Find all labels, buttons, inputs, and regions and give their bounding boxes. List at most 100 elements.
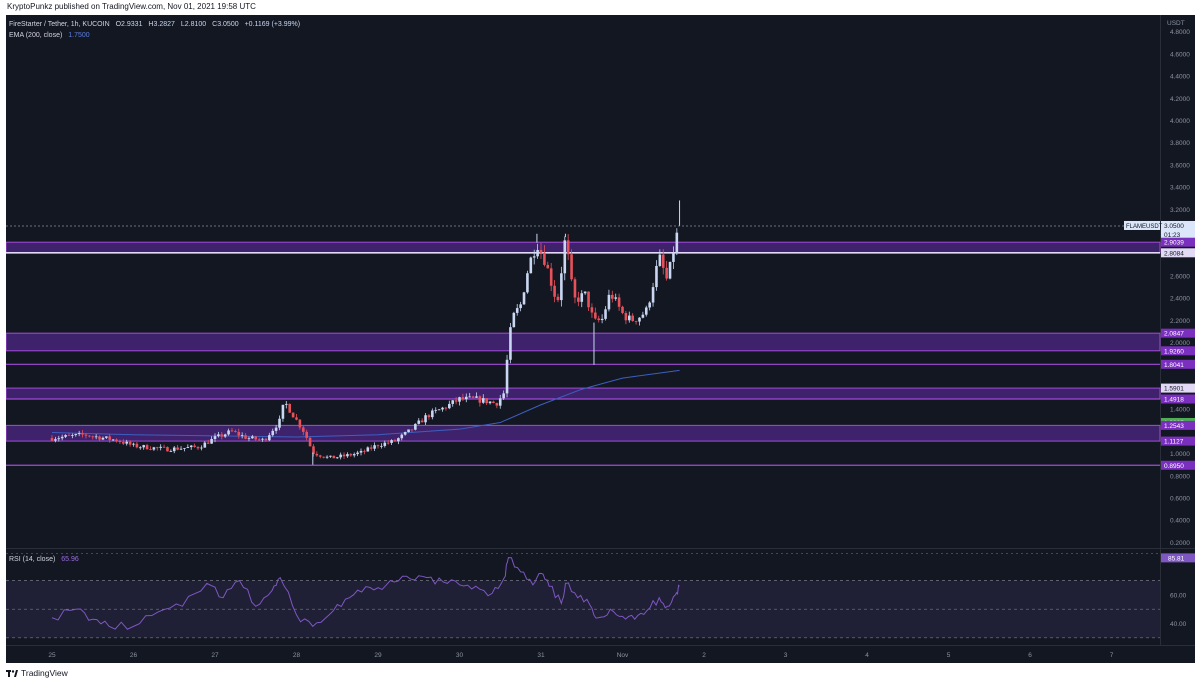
candle-body — [478, 396, 482, 403]
candle-body — [536, 249, 539, 257]
candle-body — [488, 401, 492, 404]
time-tick-label: 30 — [456, 652, 464, 659]
candle-body — [475, 396, 478, 398]
svg-text:1.1127: 1.1127 — [1164, 439, 1184, 446]
candle-body — [281, 404, 285, 419]
candle-body — [549, 268, 553, 286]
levels-layer — [6, 252, 1160, 466]
candle-body — [376, 445, 380, 447]
candle-body — [88, 435, 91, 437]
candle-body — [301, 427, 305, 432]
price-axis[interactable]: 4.8000 4.6000 4.4000 4.2000 4.0000 3.8000 3.60… — [1170, 29, 1190, 547]
candle-body — [492, 401, 495, 404]
rsi-tick-label: 60.00 — [1170, 592, 1187, 599]
svg-text:1.4918: 1.4918 — [1164, 397, 1184, 404]
candle-body — [495, 403, 499, 406]
chart-area[interactable]: 4.8000 4.6000 4.4000 4.2000 4.0000 3.8000 3.60… — [5, 15, 1195, 663]
publish-text: KryptoPunkz published on TradingView.com… — [7, 2, 256, 11]
candle-body — [159, 446, 162, 448]
svg-text:1.5901: 1.5901 — [1164, 386, 1184, 393]
time-tick-label: 29 — [374, 652, 382, 659]
symbol-tag-label: FLAMEUSDT — [1126, 224, 1163, 230]
candle-body — [424, 415, 427, 423]
price-tick-label: 2.6000 — [1170, 273, 1190, 280]
price-tick-label: 0.4000 — [1170, 518, 1190, 525]
candle-body — [98, 436, 101, 440]
zone-2[interactable] — [5, 387, 1161, 400]
candle-body — [451, 400, 455, 404]
time-axis[interactable]: 25 26 27 28 29 30 31 Nov 2 3 4 5 6 7 — [48, 652, 1113, 659]
symbol-tag-bg — [1124, 220, 1160, 230]
candle-body — [318, 455, 322, 457]
candle-body — [563, 240, 567, 274]
legend-l-label: L — [181, 21, 185, 28]
time-tick-label: 25 — [48, 652, 56, 659]
legend-c-label: C — [212, 21, 217, 28]
price-tick-label: 1.0000 — [1170, 451, 1190, 458]
candle-body — [539, 249, 543, 253]
candle-body — [312, 446, 315, 454]
candle-body — [366, 447, 370, 452]
price-tag-2: 2.8084 — [1161, 248, 1195, 258]
zone-1[interactable] — [5, 332, 1161, 352]
price-pane[interactable] — [6, 15, 1160, 548]
candle-body — [526, 273, 529, 293]
candle-body — [471, 396, 475, 398]
zone-0[interactable] — [5, 241, 1161, 254]
chart-canvas[interactable]: 4.8000 4.6000 4.4000 4.2000 4.0000 3.8000 3.60… — [5, 15, 1195, 663]
candle-body — [308, 437, 312, 447]
candle-body — [383, 442, 387, 446]
candle-body — [322, 456, 325, 458]
candle-body — [111, 439, 115, 441]
candle-body — [108, 436, 112, 440]
candle-body — [179, 448, 183, 450]
candle-body — [400, 434, 404, 439]
candle-body — [84, 434, 88, 436]
candle-body — [611, 294, 614, 299]
candle-body — [240, 435, 244, 436]
candle-body — [166, 447, 169, 452]
price-tick-label: 4.4000 — [1170, 74, 1190, 81]
candle-body — [223, 434, 227, 437]
candle-body — [560, 273, 563, 301]
candle-body — [634, 321, 638, 322]
time-tick-label: 26 — [130, 652, 138, 659]
svg-text:1.9260: 1.9260 — [1164, 348, 1184, 355]
footer-brand: TradingView — [21, 668, 68, 678]
price-tag-10: 1.1127 — [1161, 436, 1195, 446]
candle-body — [261, 438, 264, 440]
candle-body — [332, 455, 336, 459]
tradingview-logo[interactable]: TradingView — [6, 668, 68, 678]
candle-body — [203, 442, 207, 448]
tradingview-logo-icon — [6, 669, 18, 677]
candle-body — [285, 403, 288, 405]
svg-text:1.8041: 1.8041 — [1164, 362, 1184, 369]
candle-body — [380, 445, 383, 447]
candle-body — [648, 302, 651, 308]
legend-rsi-value: 65.96 — [61, 556, 79, 563]
candle-body — [237, 431, 241, 436]
candle-body — [502, 393, 505, 399]
candle-body — [515, 308, 519, 313]
candle-body — [461, 397, 465, 400]
candle-body — [454, 400, 458, 402]
candle-body — [434, 409, 438, 411]
rsi-layer — [6, 553, 1160, 639]
candle-body — [152, 447, 156, 450]
svg-text:2.9039: 2.9039 — [1164, 240, 1184, 247]
rsi-pane[interactable] — [6, 549, 1160, 645]
rsi-axis[interactable]: 60.00 40.00 85.81 — [1161, 553, 1195, 628]
candle-body — [624, 312, 628, 321]
last-price-countdown: 01:23 — [1164, 232, 1181, 239]
time-tick-label: 6 — [1028, 652, 1032, 659]
candle-body — [247, 438, 251, 440]
candle-body — [441, 407, 444, 410]
candle-body — [631, 315, 634, 322]
candle-body — [244, 435, 247, 439]
price-tick-label: 2.4000 — [1170, 296, 1190, 303]
candle-body — [617, 297, 621, 307]
candle-body — [594, 312, 597, 319]
zone-3[interactable] — [5, 424, 1161, 442]
candle-body — [101, 437, 105, 440]
price-tag-6: 1.5901 — [1161, 383, 1195, 393]
